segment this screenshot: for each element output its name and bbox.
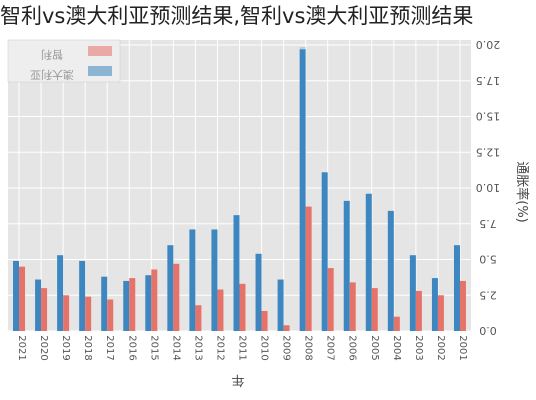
bar-australia: [387, 210, 394, 331]
bar-chile: [195, 305, 202, 331]
x-tick-label: 2003: [413, 335, 424, 360]
x-tick-label: 2005: [369, 335, 380, 360]
bar-australia: [123, 280, 130, 331]
bar-chile: [261, 310, 268, 331]
bar-australia: [35, 279, 42, 331]
y-tick-labels: 0.0 2.5 5.0 7.5 10.0 12.5 15.0 17.5 20.0: [476, 38, 501, 337]
y-tick-label: 5.0: [479, 253, 497, 266]
bar-chile: [85, 296, 92, 331]
y-tick-label: 10.0: [476, 181, 501, 194]
bar-australia: [189, 229, 196, 331]
chart-title: 智利vs澳大利亚预测结果,智利vs澳大利亚预测结果: [0, 4, 474, 28]
y-tick-label: 12.5: [476, 145, 501, 158]
x-tick-label: 2019: [60, 335, 71, 360]
x-axis-label: 年: [231, 372, 244, 387]
x-tick-label: 2021: [16, 335, 27, 360]
bar-chile: [437, 295, 444, 331]
bar-chile: [151, 269, 158, 331]
y-tick-label: 15.0: [476, 110, 501, 123]
x-tick-label: 2016: [126, 335, 137, 360]
x-tick-label: 2013: [192, 335, 203, 360]
bar-australia: [13, 260, 20, 331]
bar-chile: [107, 299, 114, 331]
x-tick-label: 2002: [435, 335, 446, 360]
x-tick-labels: 2021 2020 2019 2018 2017 2016 2015 2014 2013 2012…: [16, 335, 468, 360]
x-tick-label: 2015: [148, 335, 159, 360]
bar-chile: [349, 282, 356, 331]
bar-australia: [57, 255, 64, 331]
bars-group: [13, 47, 466, 331]
bar-australia: [79, 260, 86, 331]
bar-chile: [393, 316, 400, 331]
y-tick-label: 7.5: [479, 217, 497, 230]
bar-chile: [173, 263, 180, 331]
bar-chile: [415, 290, 422, 331]
bar-chile: [459, 280, 466, 331]
bar-australia: [343, 200, 350, 331]
y-tick-label: 20.0: [476, 38, 501, 51]
bar-chile: [283, 325, 290, 331]
y-tick-label: 2.5: [479, 288, 497, 301]
bar-australia: [299, 49, 306, 331]
x-tick-label: 2017: [104, 335, 115, 360]
x-tick-label: 2006: [347, 335, 358, 360]
x-tick-label: 2020: [38, 335, 49, 360]
bar-chile: [305, 206, 312, 331]
x-tick-label: 2012: [214, 335, 225, 360]
legend: 智利 澳大利亚: [7, 39, 121, 83]
bar-australia: [167, 245, 174, 331]
bar-australia: [431, 278, 438, 331]
y-axis-label: 通胀率(%): [514, 161, 530, 223]
bar-australia: [321, 172, 328, 331]
bar-australia-highlight: [299, 47, 306, 50]
x-tick-label: 2009: [281, 335, 292, 360]
x-tick-label: 2004: [391, 335, 402, 360]
x-tick-label: 2007: [325, 335, 336, 360]
x-tick-label: 2014: [170, 335, 181, 360]
bar-australia: [365, 193, 372, 331]
bar-chile: [217, 289, 224, 331]
bar-australia: [453, 245, 460, 331]
bar-australia: [233, 215, 240, 331]
x-tick-label: 2001: [457, 335, 468, 360]
y-tick-label: 17.5: [476, 74, 501, 87]
bar-chile: [19, 266, 26, 331]
bar-chile: [129, 278, 136, 331]
bar-australia: [101, 276, 108, 331]
y-tick-label: 0.0: [479, 324, 497, 337]
x-tick-label: 2010: [259, 335, 270, 360]
legend-label-australia: 澳大利亚: [30, 68, 74, 82]
bar-chile: [327, 268, 334, 331]
x-tick-label: 2008: [303, 335, 314, 360]
legend-swatch-chile: [88, 46, 112, 56]
bar-australia: [409, 255, 416, 331]
bar-australia: [277, 279, 284, 331]
x-tick-label: 2011: [237, 335, 248, 360]
bar-chile: [41, 288, 48, 331]
bar-australia: [145, 275, 152, 331]
bar-chile: [371, 288, 378, 331]
bar-australia: [255, 253, 262, 331]
legend-label-chile: 智利: [41, 48, 63, 62]
x-tick-label: 2018: [82, 335, 93, 360]
legend-swatch-australia: [88, 66, 112, 76]
bar-chile: [63, 295, 70, 331]
bar-australia: [211, 229, 218, 331]
bar-chile: [239, 283, 246, 331]
